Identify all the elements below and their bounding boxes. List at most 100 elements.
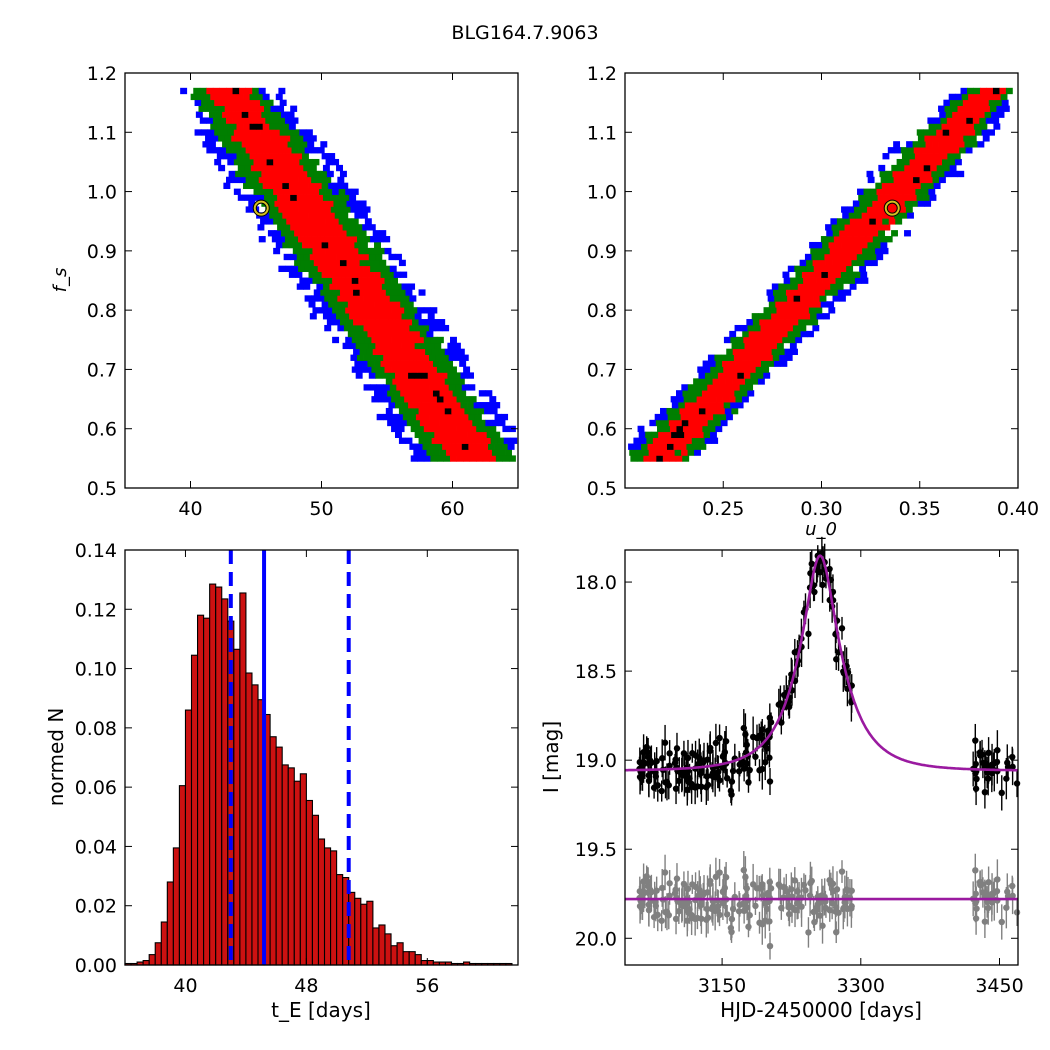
density-cell-2sigma	[699, 443, 707, 450]
density-cell-core	[270, 164, 278, 172]
density-cell-core	[422, 384, 430, 391]
density-cell-core	[303, 194, 311, 201]
density-cell-core	[223, 93, 231, 101]
density-cell-core	[453, 431, 461, 439]
density-cell-2sigma	[244, 164, 252, 172]
density-cell-core	[250, 164, 258, 172]
density-cell-3sigma	[842, 212, 850, 219]
density-cell-core	[813, 295, 820, 302]
density-cell-2sigma	[277, 224, 285, 231]
density-cell-core	[873, 206, 881, 213]
density-cell-3sigma	[384, 247, 392, 255]
density-cell-3sigma	[228, 170, 236, 178]
density-cell-core	[768, 330, 776, 338]
density-cell-3sigma	[370, 236, 378, 243]
density-cell-2sigma	[630, 455, 638, 462]
density-cell-2sigma	[252, 176, 260, 184]
density-cell-core	[453, 402, 461, 409]
density-cell-2sigma	[453, 372, 461, 379]
density-cell-2sigma	[414, 431, 422, 439]
density-cell-2sigma	[359, 259, 367, 267]
u0-fs-ytick-label: 0.6	[587, 419, 617, 441]
density-cell-3sigma	[409, 443, 417, 450]
density-cell-core	[852, 230, 860, 237]
density-cell-core	[337, 236, 345, 243]
density-cell-3sigma	[435, 324, 443, 332]
density-cell-3sigma	[939, 176, 946, 184]
density-cell-3sigma	[364, 218, 372, 225]
residual-point	[822, 904, 830, 912]
density-cell-3sigma	[812, 324, 820, 332]
density-cell-2sigma	[341, 301, 349, 308]
density-cell-core	[227, 99, 235, 107]
density-cell-core	[305, 218, 313, 225]
density-cell-3sigma	[467, 372, 474, 379]
density-cell-core	[766, 324, 774, 332]
density-cell-2sigma	[979, 117, 987, 124]
density-cell-core	[741, 360, 749, 367]
density-cell-3sigma	[996, 105, 1004, 112]
density-cell-2sigma	[301, 153, 309, 160]
density-cell-3sigma	[944, 170, 952, 178]
density-cell-3sigma	[675, 390, 683, 397]
density-cell-core	[364, 307, 372, 314]
density-cell-core	[357, 265, 364, 273]
density-cell-2sigma	[646, 437, 654, 444]
density-cell-core	[786, 324, 794, 332]
density-cell-core	[379, 289, 387, 296]
density-cell-core	[752, 348, 760, 356]
density-cell-core	[709, 396, 717, 403]
density-cell-core	[347, 301, 355, 308]
density-cell-core	[457, 437, 465, 444]
density-cell-core	[452, 449, 460, 456]
density-cell-2sigma	[235, 170, 243, 178]
density-cell-core	[368, 313, 376, 320]
density-cell-3sigma	[654, 413, 662, 421]
density-cell-2sigma	[937, 170, 945, 178]
density-cell-3sigma	[353, 200, 361, 207]
residual-point	[766, 942, 774, 950]
density-cell-core	[372, 348, 380, 356]
density-cell-core	[911, 170, 919, 178]
density-cell-3sigma	[207, 129, 215, 136]
density-cell-core	[309, 194, 317, 201]
density-cell-3sigma	[290, 105, 298, 112]
residual-point	[694, 892, 701, 900]
density-cell-core	[832, 259, 839, 267]
density-cell-2sigma	[436, 455, 444, 462]
density-cell-core	[347, 271, 355, 278]
density-cell-2sigma	[360, 241, 368, 249]
density-cell-3sigma	[342, 342, 350, 350]
density-cell-2sigma	[263, 194, 271, 201]
density-cell-core	[315, 182, 323, 190]
density-cell-3sigma	[498, 419, 506, 427]
density-cell-core	[892, 206, 900, 213]
density-cell-2sigma	[856, 253, 864, 261]
density-cell-core	[372, 289, 380, 296]
density-cell-3sigma	[278, 87, 286, 95]
density-cell-2sigma	[426, 449, 434, 456]
density-cell-core	[655, 449, 663, 456]
density-cell-2sigma	[921, 188, 929, 195]
residual-point	[666, 892, 673, 899]
density-cell-2sigma	[774, 295, 782, 302]
density-cell-2sigma	[463, 396, 471, 403]
density-cell-2sigma	[831, 289, 839, 296]
density-cell-2sigma	[376, 265, 384, 273]
density-cell-core	[336, 224, 343, 231]
density-cell-3sigma	[670, 396, 678, 403]
density-cell-core	[418, 348, 426, 356]
density-cell-3sigma	[453, 342, 461, 350]
density-cell-core	[974, 93, 982, 101]
residual-point	[743, 885, 750, 892]
density-cell-core	[754, 360, 762, 367]
density-cell-2sigma	[795, 271, 803, 278]
density-cell-core	[281, 170, 288, 178]
density-cell-2sigma	[273, 218, 281, 225]
density-cell-core	[229, 93, 237, 101]
density-cell-core	[263, 135, 271, 142]
data-point	[808, 560, 815, 568]
density-cell-2sigma	[266, 99, 274, 107]
density-cell-3sigma	[988, 129, 995, 136]
density-cell-core	[298, 206, 306, 213]
